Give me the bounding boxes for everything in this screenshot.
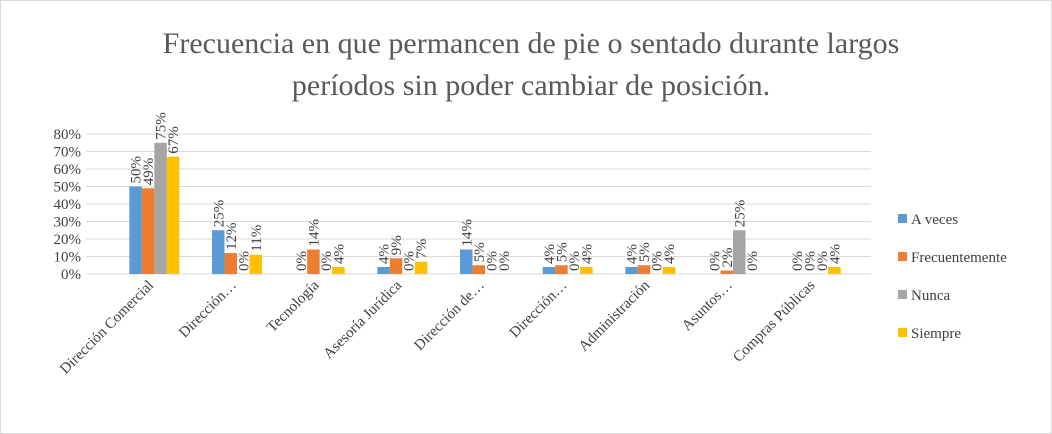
legend-label: A veces: [911, 212, 958, 228]
data-label: 11%: [249, 225, 265, 252]
legend-swatch: [898, 252, 907, 261]
bar: [249, 254, 262, 274]
bar: [414, 261, 428, 274]
bar: [332, 267, 345, 274]
legend-label: Frecuentemente: [911, 250, 1007, 266]
data-label: 4%: [579, 244, 595, 264]
legend-swatch: [898, 328, 907, 337]
data-label: 4%: [377, 244, 393, 264]
bar: [625, 267, 638, 274]
bar: [166, 156, 180, 274]
x-tick-label: Tecnología: [264, 277, 323, 336]
data-label: 2%: [720, 248, 736, 268]
y-tick-label: 10%: [54, 250, 82, 266]
bar: [472, 265, 485, 274]
legend-swatch: [898, 214, 907, 223]
data-label: 14%: [459, 219, 475, 247]
data-label: 0%: [319, 251, 335, 271]
y-tick-label: 50%: [54, 180, 82, 196]
data-label: 0%: [294, 251, 310, 271]
bar: [224, 253, 237, 274]
data-label: 12%: [224, 223, 240, 251]
bar: [141, 188, 155, 274]
bar: [542, 267, 556, 274]
data-label: 0%: [497, 251, 513, 271]
bar: [460, 249, 473, 274]
data-label: 9%: [389, 235, 405, 255]
data-label: 0%: [802, 251, 818, 271]
y-tick-label: 0%: [61, 267, 81, 283]
data-label: 25%: [732, 200, 748, 228]
x-tick-label: Administración: [576, 277, 654, 355]
data-label: 4%: [625, 244, 641, 264]
data-label: 0%: [236, 251, 252, 271]
data-label: 5%: [637, 242, 653, 262]
data-label: 0%: [815, 251, 831, 271]
data-label: 0%: [707, 251, 723, 271]
x-tick-label: Asesoría Jurídica: [321, 277, 406, 362]
legend-label: Nunca: [911, 288, 950, 304]
data-label: 4%: [331, 244, 347, 264]
data-label: 4%: [662, 244, 678, 264]
y-tick-label: 70%: [54, 145, 82, 161]
bar: [212, 230, 225, 274]
data-label: 0%: [402, 251, 418, 271]
data-label: 67%: [166, 126, 182, 154]
bar: [377, 267, 390, 274]
bar: [720, 270, 733, 274]
data-label: 14%: [306, 219, 322, 247]
y-tick-label: 20%: [54, 232, 82, 248]
bar: [733, 230, 746, 274]
x-tick-label: Dirección…: [176, 278, 240, 342]
y-tick-label: 60%: [54, 162, 82, 178]
legend-swatch: [898, 290, 907, 299]
bar: [637, 265, 651, 274]
x-tick-label: Compras Públicas: [730, 277, 818, 365]
data-label: 0%: [745, 251, 761, 271]
data-label: 7%: [414, 239, 430, 259]
data-label: 25%: [211, 200, 227, 228]
data-label: 0%: [567, 251, 583, 271]
data-label: 4%: [827, 244, 843, 264]
x-tick-label: Dirección…: [507, 278, 571, 342]
y-tick-label: 40%: [54, 197, 82, 213]
bar: [828, 267, 841, 274]
bar: [555, 265, 568, 274]
data-label: 4%: [542, 244, 558, 264]
legend-label: Siempre: [911, 326, 961, 342]
data-label: 49%: [141, 158, 157, 186]
x-tick-label: Dirección de…: [411, 278, 487, 354]
bar: [154, 142, 167, 274]
x-tick-label: Asuntos…: [679, 278, 736, 335]
data-label: 0%: [650, 251, 666, 271]
data-label: 5%: [554, 242, 570, 262]
data-label: 0%: [790, 251, 806, 271]
bar: [580, 267, 593, 274]
data-label: 75%: [154, 112, 170, 140]
y-tick-label: 80%: [54, 127, 82, 143]
data-label: 50%: [129, 156, 145, 184]
x-tick-label: Dirección Comercial: [57, 278, 157, 378]
chart-title: Frecuencia en que permancen de pie o sen…: [162, 27, 900, 102]
data-label: 5%: [472, 242, 488, 262]
y-tick-label: 30%: [54, 215, 82, 231]
bar: [307, 249, 320, 274]
data-label: 0%: [484, 251, 500, 271]
bar: [389, 258, 403, 274]
bar: [129, 186, 142, 274]
bar: [662, 267, 676, 274]
